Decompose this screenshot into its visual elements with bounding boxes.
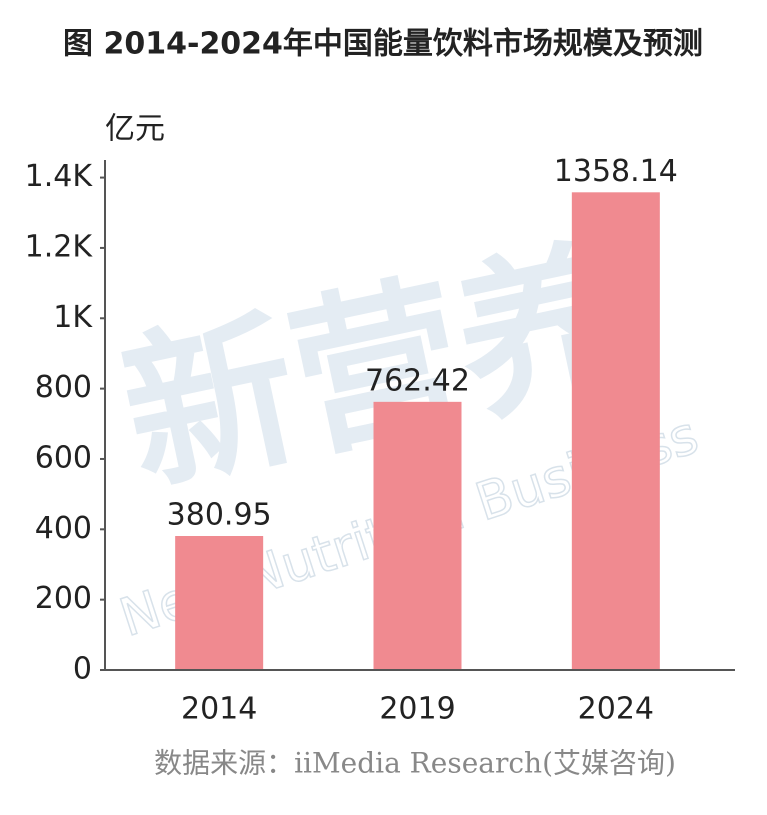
value-label: 380.95 — [167, 498, 272, 533]
y-tick-label: 600 — [35, 440, 92, 475]
value-label: 1358.14 — [554, 154, 678, 189]
bar — [175, 536, 264, 670]
y-tick-label: 0 — [73, 652, 92, 687]
x-tick-label: 2014 — [181, 692, 257, 727]
y-tick-label: 1.4K — [25, 159, 94, 194]
y-tick-label: 400 — [35, 511, 92, 546]
x-tick-label: 2019 — [379, 692, 455, 727]
y-tick-label: 200 — [35, 581, 92, 616]
y-tick-label: 1K — [53, 300, 93, 335]
bar — [373, 401, 462, 670]
x-tick-label: 2024 — [578, 692, 654, 727]
y-tick-label: 800 — [35, 370, 92, 405]
bar — [571, 192, 660, 670]
value-label: 762.42 — [365, 363, 470, 398]
chart-title: 图 2014-2024年中国能量饮料市场规模及预测 — [63, 27, 703, 62]
y-axis-unit: 亿元 — [105, 112, 165, 147]
y-tick-label: 1.2K — [25, 229, 94, 264]
source-note: 数据来源：iiMedia Research(艾媒咨询) — [154, 747, 676, 780]
